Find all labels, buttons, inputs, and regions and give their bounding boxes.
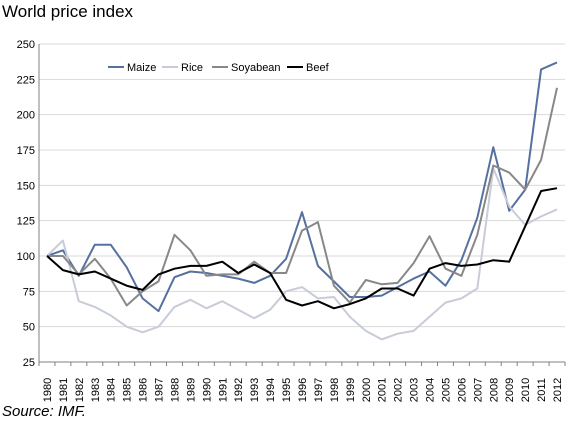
y-tick-label: 225 <box>17 74 35 86</box>
x-tick-label: 2008 <box>488 378 500 402</box>
x-tick-label: 2005 <box>440 378 452 402</box>
x-tick-label: 2001 <box>377 378 389 402</box>
x-tick-label: 1996 <box>297 378 309 402</box>
series-line-beef <box>46 187 558 310</box>
x-tick-label: 1987 <box>154 378 166 402</box>
x-tick-label: 2004 <box>425 378 437 402</box>
legend-label-maize: Maize <box>127 62 156 74</box>
chart-title: World price index <box>2 2 134 21</box>
y-tick-label: 150 <box>17 180 35 192</box>
legend-label-beef: Beef <box>306 62 330 74</box>
x-tick-label: 1999 <box>345 378 357 402</box>
x-tick-label: 1998 <box>329 378 341 402</box>
y-tick-label: 100 <box>17 251 35 263</box>
series-line-rice <box>46 167 558 341</box>
x-tick-label: 1995 <box>281 378 293 402</box>
x-tick-label: 2011 <box>536 378 548 402</box>
x-tick-label: 1992 <box>233 378 245 402</box>
source-note: Source: IMF. <box>2 403 86 420</box>
x-tick-label: 1994 <box>265 378 277 402</box>
x-tick-label: 1986 <box>138 378 150 402</box>
x-tick-label: 1980 <box>42 378 54 402</box>
y-tick-label: 25 <box>23 357 35 369</box>
series-line-soyabean <box>47 87 558 307</box>
x-tick-label: 1983 <box>90 378 102 402</box>
x-tick-label: 2009 <box>504 378 516 402</box>
x-tick-label: 1991 <box>217 378 229 402</box>
y-tick-label: 200 <box>17 110 35 122</box>
x-tick-label: 1984 <box>106 378 118 402</box>
x-tick-label: 2002 <box>393 378 405 402</box>
y-tick-label: 75 <box>23 286 35 298</box>
y-tick-label: 175 <box>17 145 35 157</box>
x-tick-label: 2003 <box>409 378 421 402</box>
x-tick-label: 2006 <box>456 378 468 402</box>
series-line-maize <box>46 61 558 313</box>
x-tick-label: 2007 <box>472 378 484 402</box>
x-tick-label: 1981 <box>58 378 70 402</box>
y-tick-label: 50 <box>23 322 35 334</box>
y-tick-label: 125 <box>17 216 35 228</box>
legend-label-rice: Rice <box>181 62 203 74</box>
x-tick-label: 1993 <box>249 378 261 402</box>
x-tick-label: 2012 <box>552 378 564 402</box>
x-tick-label: 1997 <box>313 378 325 402</box>
x-tick-label: 1989 <box>185 378 197 402</box>
legend-label-soyabean: Soyabean <box>231 62 281 74</box>
x-tick-label: 1985 <box>122 378 134 402</box>
x-tick-label: 2000 <box>361 378 373 402</box>
x-tick-label: 1990 <box>201 378 213 402</box>
x-tick-label: 1982 <box>74 378 86 402</box>
x-tick-label: 1988 <box>169 378 181 402</box>
x-tick-label: 2010 <box>520 378 532 402</box>
y-tick-label: 250 <box>17 39 35 51</box>
